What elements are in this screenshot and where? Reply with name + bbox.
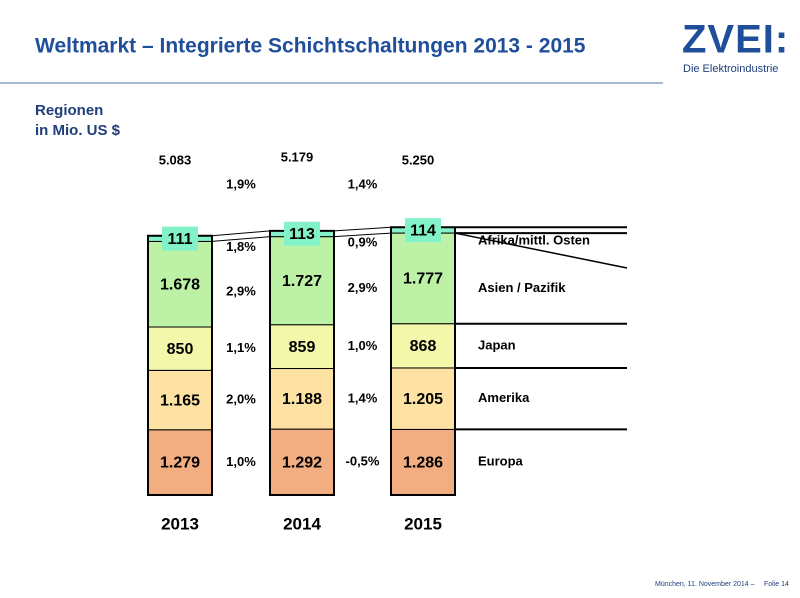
bar-segment — [147, 369, 213, 431]
connector — [211, 230, 271, 237]
bar-segment — [390, 367, 456, 430]
value-label: 850 — [167, 341, 194, 358]
growth-label: 1,8% — [226, 239, 256, 254]
legend-line — [454, 232, 628, 269]
connector — [333, 232, 392, 238]
x-tick-label: 2015 — [404, 514, 442, 533]
label-box — [162, 226, 198, 251]
bar-segment — [269, 368, 335, 430]
legend-label: Amerika — [478, 390, 530, 405]
footer-note: München, 11. November 2014 – — [655, 581, 755, 588]
growth-label: 1,1% — [226, 340, 256, 355]
x-tick-label: 2013 — [161, 514, 199, 533]
legend-label: Japan — [478, 337, 516, 352]
bar-segment — [390, 428, 456, 496]
connector — [333, 226, 392, 232]
growth-label: 2,0% — [226, 392, 256, 407]
value-label: 1.205 — [403, 391, 443, 408]
legend-label: Asien / Pazifik — [478, 280, 566, 295]
growth-label: 2,9% — [226, 284, 256, 299]
value-label: 113 — [289, 226, 315, 243]
value-label: 1.279 — [160, 455, 200, 472]
total-label: 5.179 — [281, 149, 314, 164]
label-box — [405, 218, 441, 243]
total-label: 5.083 — [159, 152, 192, 167]
value-label: 859 — [289, 339, 316, 356]
value-label: 1.678 — [160, 276, 200, 293]
slide-title: Weltmarkt – Integrierte Schichtschaltung… — [35, 35, 586, 58]
legend-label: Europa — [478, 454, 524, 469]
total-growth-label: 1,4% — [348, 176, 378, 191]
value-label: 1.188 — [282, 391, 322, 408]
value-label: 868 — [410, 338, 437, 355]
total-growth-label: 1,9% — [226, 176, 256, 191]
slide-number: Folie 14 — [764, 581, 789, 588]
growth-label: 1,0% — [348, 338, 378, 353]
subtitle: in Mio. US $ — [35, 122, 121, 139]
total-label: 5.250 — [402, 152, 435, 167]
label-box — [284, 221, 320, 246]
value-label: 1.286 — [403, 454, 443, 471]
connector — [211, 236, 271, 242]
bar-segment — [269, 428, 335, 496]
value-label: 1.292 — [282, 454, 322, 471]
value-label: 1.777 — [403, 271, 443, 288]
value-label: 1.727 — [282, 273, 322, 290]
growth-label: 0,9% — [348, 234, 378, 249]
value-label: 1.165 — [160, 392, 200, 409]
subtitle: Regionen — [35, 102, 103, 119]
legend-label: Afrika/mittl. Osten — [478, 233, 590, 248]
logo-tagline: Die Elektroindustrie — [683, 63, 778, 75]
growth-label: 2,9% — [348, 280, 378, 295]
value-label: 111 — [168, 231, 193, 248]
growth-label: -0,5% — [346, 453, 380, 468]
logo: ZVEI: — [682, 18, 789, 62]
growth-label: 1,0% — [226, 454, 256, 469]
x-tick-label: 2014 — [283, 514, 321, 533]
value-label: 114 — [410, 222, 436, 239]
growth-label: 1,4% — [348, 390, 378, 405]
